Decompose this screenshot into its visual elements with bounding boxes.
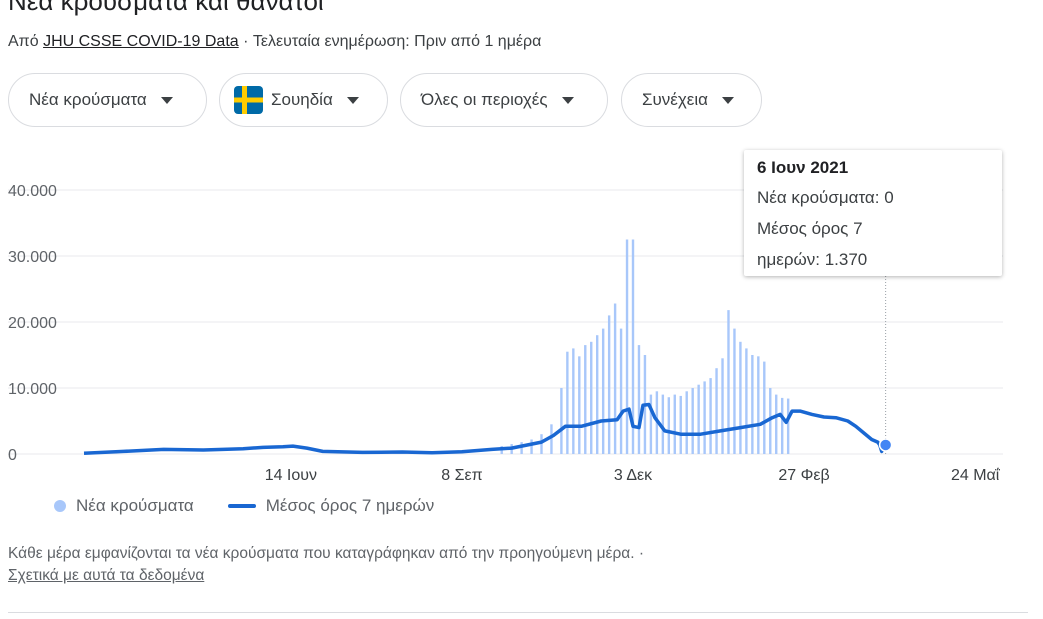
country-dropdown[interactable]: Σουηδία <box>219 73 388 127</box>
x-tick-label: 3 Δεκ <box>614 467 653 484</box>
hover-marker <box>878 438 893 452</box>
case-bar <box>601 328 605 454</box>
case-bar <box>739 341 742 454</box>
case-bar <box>679 395 682 454</box>
bars-legend-swatch <box>54 500 66 512</box>
case-bar <box>596 335 599 454</box>
y-tick-label: 0 <box>8 447 17 464</box>
case-bar <box>727 310 730 454</box>
tooltip-average-line2: ημερών: 1.370 <box>757 250 868 269</box>
line-legend-swatch <box>227 504 256 508</box>
page-title: Νέα κρούσματα και θάνατοι <box>8 0 324 16</box>
chevron-down-icon <box>722 96 734 104</box>
footnote: Κάθε μέρα εμφανίζονται τα νέα κρούσματα … <box>8 545 645 562</box>
case-bar <box>721 358 724 454</box>
case-bar <box>673 394 676 454</box>
case-bar <box>661 394 665 454</box>
case-bar <box>578 356 581 454</box>
case-bar <box>667 397 671 454</box>
region-dropdown-label: Όλες οι περιοχές <box>421 90 548 109</box>
y-tick-label: 20.000 <box>8 315 57 332</box>
line-legend-label: Μέσος όρος 7 ημερών <box>265 496 435 515</box>
x-tick-label: 14 Ιουν <box>265 467 317 484</box>
case-bar <box>745 348 748 454</box>
case-bar <box>786 398 790 454</box>
case-bar <box>613 303 617 454</box>
case-bar <box>625 239 629 454</box>
case-bar <box>751 355 754 454</box>
source-suffix: · Τελευταία ενημέρωση: Πριν από 1 ημέρα <box>238 33 542 50</box>
case-bar <box>697 384 700 454</box>
case-bar <box>757 356 760 454</box>
metric-dropdown[interactable]: Νέα κρούσματα <box>8 73 207 127</box>
case-bar <box>637 345 641 454</box>
mode-dropdown[interactable]: Συνέχεια <box>621 73 762 127</box>
case-bar <box>769 388 772 454</box>
metric-dropdown-label: Νέα κρούσματα <box>29 90 147 109</box>
chevron-down-icon <box>561 96 574 104</box>
source-line: Από JHU CSSE COVID-19 Data · Τελευταία ε… <box>8 33 541 51</box>
case-bar <box>550 424 553 454</box>
case-bar <box>631 239 635 454</box>
case-bar <box>685 391 688 454</box>
case-bar <box>520 442 523 454</box>
case-bar <box>584 345 587 454</box>
case-bar <box>780 397 784 454</box>
about-data-link[interactable]: Σχετικά με αυτά τα δεδομένα <box>8 567 205 584</box>
case-bar <box>572 348 575 454</box>
cases-chart[interactable]: 0 10.000 20.000 30.000 40.000 14 Ιουν 8 Σεπ 3 Δ… <box>0 140 1043 490</box>
y-tick-label: 30.000 <box>8 249 57 266</box>
region-dropdown[interactable]: Όλες οι περιοχές <box>400 73 608 127</box>
case-bar <box>715 368 718 454</box>
tooltip-new-cases: Νέα κρούσματα: 0 <box>757 188 894 207</box>
case-bar <box>733 328 736 454</box>
case-bar <box>691 388 694 454</box>
tooltip-date: 6 Ιουν 2021 <box>757 158 849 177</box>
y-tick-label: 10.000 <box>8 381 57 398</box>
sweden-flag-icon <box>234 86 263 114</box>
source-link[interactable]: JHU CSSE COVID-19 Data <box>43 33 239 50</box>
case-bar <box>775 394 778 454</box>
case-bar <box>560 388 563 454</box>
case-bar <box>709 378 712 454</box>
mode-dropdown-label: Συνέχεια <box>642 90 708 109</box>
case-bar <box>607 315 611 454</box>
tooltip-average-line1: Μέσος όρος 7 <box>757 219 863 238</box>
case-bar <box>763 361 766 454</box>
x-tick-label: 8 Σεπ <box>441 467 482 484</box>
case-bar <box>703 381 706 454</box>
chevron-down-icon <box>160 96 173 104</box>
bars-legend-label: Νέα κρούσματα <box>76 496 194 515</box>
case-bar <box>649 394 653 454</box>
case-bar <box>530 439 533 454</box>
chart-legend: Νέα κρούσματα Μέσος όρος 7 ημερών <box>54 496 434 516</box>
x-tick-label: 24 Μαΐ <box>951 467 1001 484</box>
chart-tooltip: 6 Ιουν 2021 Νέα κρούσματα: 0 Μέσος όρος … <box>744 150 1002 276</box>
average-line <box>83 402 888 456</box>
case-bar <box>590 341 593 454</box>
case-bar <box>619 328 623 454</box>
divider <box>8 612 1028 613</box>
case-bar <box>566 351 569 454</box>
country-dropdown-label: Σουηδία <box>271 90 333 109</box>
x-tick-label: 27 Φεβ <box>778 467 829 484</box>
chevron-down-icon <box>346 96 359 104</box>
y-tick-label: 40.000 <box>8 183 57 200</box>
case-bar <box>540 434 543 454</box>
source-prefix: Από <box>8 33 44 50</box>
